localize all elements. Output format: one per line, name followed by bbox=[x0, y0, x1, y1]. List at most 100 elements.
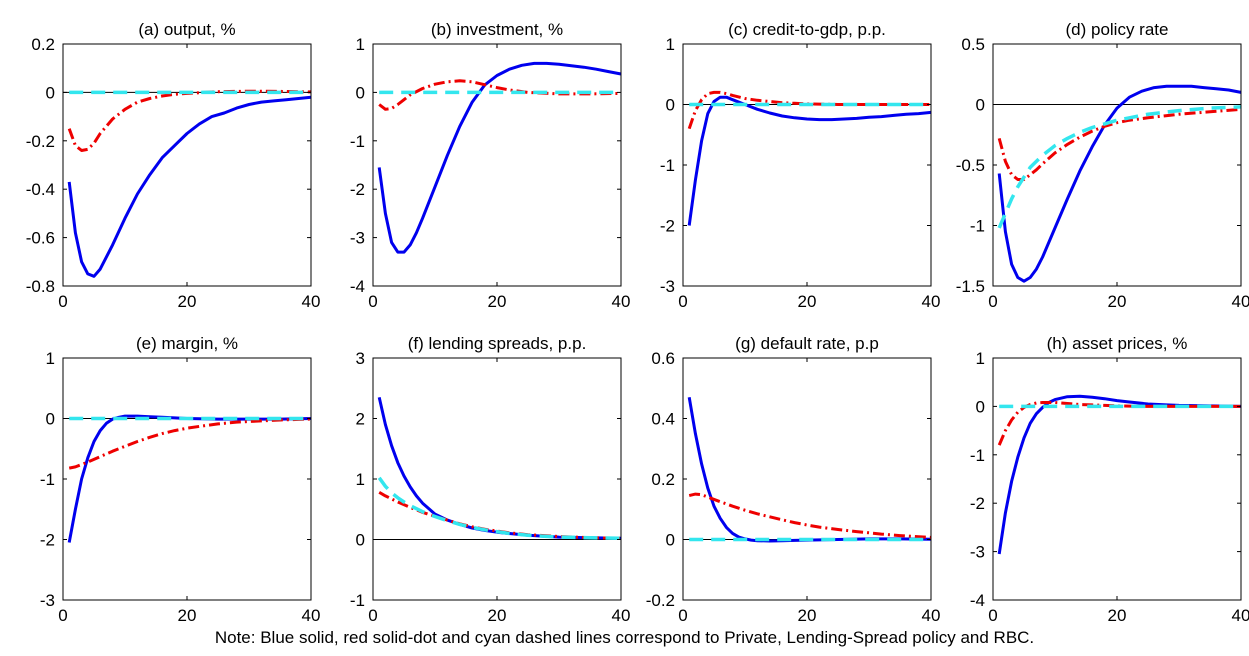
y-tick-label: 0 bbox=[666, 531, 675, 550]
y-tick-label: -1 bbox=[350, 591, 365, 610]
series-line-private bbox=[67, 95, 312, 278]
y-tick-label: -3 bbox=[970, 543, 985, 562]
y-tick-label: 1 bbox=[46, 349, 55, 368]
y-tick-label: -2 bbox=[970, 494, 985, 513]
x-tick-label: 0 bbox=[58, 606, 67, 625]
x-tick-label: 20 bbox=[178, 292, 197, 311]
y-tick-label: -0.2 bbox=[646, 591, 675, 610]
y-tick-label: -1 bbox=[970, 217, 985, 236]
x-tick-label: 20 bbox=[1108, 606, 1127, 625]
plot-frame bbox=[682, 43, 932, 287]
y-tick-label: -0.4 bbox=[26, 180, 55, 199]
x-tick-label: 0 bbox=[58, 292, 67, 311]
x-tick-label: 20 bbox=[178, 606, 197, 625]
y-tick-label: -1 bbox=[660, 156, 675, 175]
x-tick-label: 40 bbox=[922, 292, 941, 311]
x-tick-label: 20 bbox=[488, 606, 507, 625]
y-tick-label: 1 bbox=[976, 349, 985, 368]
chart-title: (c) credit-to-gdp, p.p. bbox=[728, 20, 886, 39]
series-line-rbc bbox=[997, 105, 1242, 229]
plot-frame bbox=[372, 43, 622, 287]
y-tick-label: -1 bbox=[350, 132, 365, 151]
y-tick-label: -0.5 bbox=[956, 156, 985, 175]
y-tick-label: 0 bbox=[46, 83, 55, 102]
y-tick-label: 0.6 bbox=[651, 349, 675, 368]
y-tick-label: 0 bbox=[666, 96, 675, 115]
y-tick-label: -4 bbox=[970, 591, 985, 610]
y-tick-label: -0.8 bbox=[26, 277, 55, 296]
x-tick-label: 0 bbox=[678, 606, 687, 625]
y-tick-label: 1 bbox=[356, 470, 365, 489]
y-tick-label: 0.2 bbox=[651, 470, 675, 489]
y-tick-label: -3 bbox=[40, 591, 55, 610]
y-tick-label: -1.5 bbox=[956, 277, 985, 296]
y-tick-label: 0.5 bbox=[961, 35, 985, 54]
chart-panel-2: (b) investment, %10-1-2-3-40 20 40 bbox=[350, 20, 631, 311]
y-tick-label: 0 bbox=[356, 83, 365, 102]
series-line-private bbox=[687, 397, 932, 543]
y-tick-label: 0 bbox=[976, 96, 985, 115]
y-tick-label: 0.4 bbox=[651, 410, 675, 429]
series-line-lending-spread bbox=[378, 79, 622, 111]
y-tick-label: -2 bbox=[40, 531, 55, 550]
y-tick-label: 0 bbox=[976, 397, 985, 416]
series-line-lending-spread bbox=[687, 90, 931, 130]
x-tick-label: 20 bbox=[798, 292, 817, 311]
chart-panel-3: (c) credit-to-gdp, p.p.10-1-2-30 20 40 bbox=[660, 20, 941, 311]
y-tick-label: -1 bbox=[40, 470, 55, 489]
y-tick-label: -3 bbox=[660, 277, 675, 296]
series-line-private bbox=[377, 396, 622, 540]
series-line-private bbox=[997, 394, 1242, 555]
chart-panel-7: (g) default rate, p.p0.60.40.20-0.20 20 40 bbox=[646, 334, 941, 625]
y-tick-label: 0.2 bbox=[31, 35, 55, 54]
x-tick-label: 0 bbox=[368, 606, 377, 625]
y-tick-label: 3 bbox=[356, 349, 365, 368]
x-tick-label: 0 bbox=[988, 606, 997, 625]
series-line-lending-spread bbox=[997, 401, 1241, 446]
y-tick-label: -0.6 bbox=[26, 229, 55, 248]
x-tick-label: 40 bbox=[1232, 292, 1249, 311]
chart-title: (h) asset prices, % bbox=[1047, 334, 1188, 353]
series-line-lending-spread bbox=[688, 492, 932, 539]
x-tick-label: 40 bbox=[1232, 606, 1249, 625]
plot-frame bbox=[372, 357, 622, 601]
series-line-private bbox=[67, 414, 312, 543]
x-tick-label: 20 bbox=[798, 606, 817, 625]
chart-panel-5: (e) margin, %10-1-2-30 20 40 bbox=[40, 334, 321, 625]
series-line-private bbox=[997, 84, 1242, 283]
y-tick-label: -2 bbox=[660, 217, 675, 236]
y-tick-label: 1 bbox=[666, 35, 675, 54]
x-tick-label: 20 bbox=[1108, 292, 1127, 311]
y-tick-label: -3 bbox=[350, 229, 365, 248]
chart-title: (a) output, % bbox=[138, 20, 235, 39]
series-line-lending-spread bbox=[68, 417, 312, 470]
x-tick-label: 0 bbox=[368, 292, 377, 311]
y-tick-label: -2 bbox=[350, 180, 365, 199]
chart-title: (f) lending spreads, p.p. bbox=[408, 334, 587, 353]
series-line-rbc bbox=[377, 476, 622, 541]
chart-title: (e) margin, % bbox=[136, 334, 238, 353]
y-tick-label: -4 bbox=[350, 277, 365, 296]
x-tick-label: 20 bbox=[488, 292, 507, 311]
plot-frame bbox=[682, 357, 932, 601]
x-tick-label: 0 bbox=[988, 292, 997, 311]
chart-title: (d) policy rate bbox=[1066, 20, 1169, 39]
x-tick-label: 40 bbox=[302, 292, 321, 311]
panel-grid: (a) output, %0.20-0.2-0.4-0.6-0.80 20 40(b… bbox=[26, 20, 1249, 625]
y-tick-label: 0 bbox=[46, 410, 55, 429]
y-tick-label: -0.2 bbox=[26, 132, 55, 151]
x-tick-label: 40 bbox=[612, 606, 631, 625]
chart-title: (g) default rate, p.p bbox=[735, 334, 879, 353]
y-tick-label: -1 bbox=[970, 446, 985, 465]
chart-title: (b) investment, % bbox=[431, 20, 563, 39]
series-line-private bbox=[687, 95, 932, 226]
series-line-lending-spread bbox=[997, 107, 1242, 181]
plot-frame bbox=[992, 357, 1242, 601]
y-tick-label: 0 bbox=[356, 531, 365, 550]
chart-panel-8: (h) asset prices, %10-1-2-3-40 20 40 bbox=[970, 334, 1249, 625]
plot-frame bbox=[62, 357, 312, 601]
y-tick-label: 2 bbox=[356, 410, 365, 429]
x-tick-label: 40 bbox=[922, 606, 941, 625]
